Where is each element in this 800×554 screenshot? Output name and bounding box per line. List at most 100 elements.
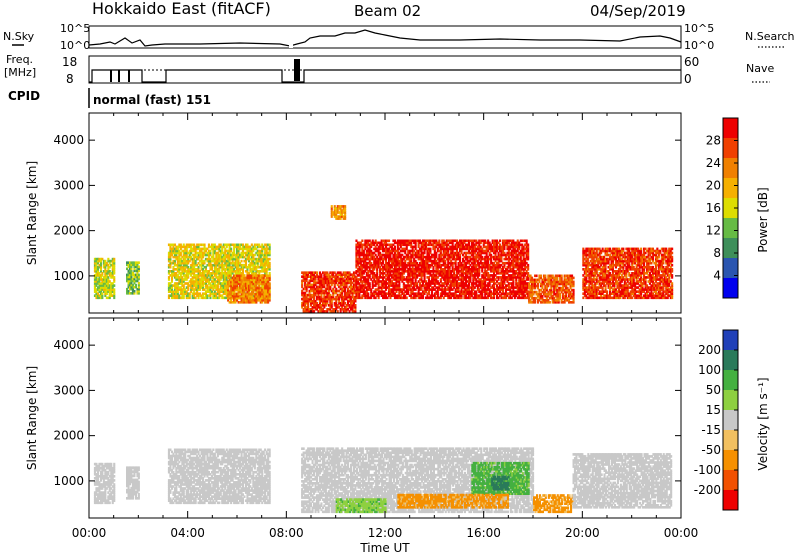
scatter-cell — [333, 285, 336, 289]
scatter-cell — [224, 290, 227, 293]
scatter-cell — [107, 278, 110, 281]
scatter-cell — [98, 272, 101, 275]
scatter-cell — [113, 296, 116, 300]
scatter-cell — [359, 274, 362, 277]
scatter-cell — [96, 261, 99, 265]
scatter-cell — [240, 299, 243, 302]
scatter-cell — [237, 251, 240, 255]
scatter-cell — [199, 282, 202, 285]
scatter-cell — [216, 296, 219, 300]
scatter-cell — [233, 294, 236, 298]
scatter-cell — [193, 270, 196, 273]
scatter-cell — [321, 281, 324, 285]
scatter-cell — [253, 263, 256, 267]
scatter-cell — [247, 247, 250, 251]
scatter-cell — [356, 280, 359, 283]
scatter-cell — [227, 294, 230, 298]
scatter-cell — [188, 270, 191, 273]
scatter-cell — [250, 301, 253, 304]
scatter-cell — [267, 299, 270, 302]
scatter-cell — [111, 259, 114, 263]
scatter-cell — [255, 259, 258, 263]
scatter-cell — [234, 261, 237, 265]
scatter-cell — [176, 286, 179, 289]
scatter-cell — [323, 273, 326, 276]
nave-tick-top: 60 — [684, 55, 699, 69]
scatter-cell — [104, 278, 107, 281]
scatter-cell — [352, 299, 355, 303]
scatter-cell — [173, 263, 176, 267]
scatter-cell — [169, 288, 172, 291]
scatter-cell — [314, 293, 317, 297]
scatter-cell — [172, 270, 175, 273]
scatter-cell — [227, 259, 230, 263]
scatter-cell — [202, 284, 205, 287]
scatter-cell — [218, 294, 221, 297]
scatter-cell — [262, 280, 265, 284]
scatter-cell — [204, 276, 207, 279]
scatter-cell — [355, 272, 358, 275]
scatter-cell — [167, 288, 170, 291]
scatter-cell — [218, 253, 221, 257]
scatter-cell — [113, 261, 116, 265]
scatter-cell — [326, 285, 329, 289]
scatter-cell — [317, 306, 320, 309]
scatter-cell — [193, 280, 196, 283]
scatter-cell — [206, 247, 209, 251]
scatter-cell — [261, 257, 264, 261]
scatter-cell — [108, 270, 111, 273]
scatter-cell — [204, 294, 207, 297]
scatter-cell — [206, 274, 209, 277]
scatter-cell — [318, 285, 321, 289]
scatter-cell — [207, 280, 210, 283]
scatter-cell — [249, 286, 252, 290]
scatter-cell — [219, 294, 222, 297]
scatter-cell — [99, 288, 102, 291]
scatter-cell — [250, 268, 253, 271]
scatter-cell — [215, 255, 218, 259]
scatter-cell — [355, 261, 358, 265]
scatter-cell — [244, 280, 247, 283]
scatter-cell — [326, 299, 329, 303]
freq-tick-bottom: 8 — [66, 72, 74, 86]
scatter-cell — [255, 272, 258, 275]
scatter-cell — [93, 280, 96, 283]
scatter-cell — [323, 281, 326, 285]
scatter-cell — [96, 286, 99, 289]
scatter-cell — [344, 310, 347, 313]
scatter-cell — [197, 296, 200, 300]
scatter-cell — [313, 287, 316, 291]
scatter-cell — [249, 265, 252, 269]
scatter-cell — [264, 257, 267, 261]
scatter-cell — [175, 251, 178, 255]
scatter-cell — [367, 288, 370, 291]
scatter-cell — [113, 292, 116, 295]
scatter-cell — [187, 268, 190, 271]
scatter-cell — [96, 274, 99, 277]
scatter-cell — [352, 310, 355, 313]
scatter-cell — [228, 251, 231, 255]
scatter-cell — [350, 277, 353, 281]
scatter-cell — [105, 288, 108, 291]
scatter-cell — [207, 255, 210, 259]
scatter-cell — [218, 265, 221, 269]
scatter-cell — [367, 249, 370, 253]
scatter-cell — [244, 282, 247, 286]
scatter-cell — [317, 287, 320, 291]
scatter-cell — [202, 261, 205, 265]
scatter-cell — [167, 265, 170, 269]
scatter-cell — [373, 284, 376, 287]
scatter-cell — [228, 245, 231, 249]
scatter-cell — [209, 296, 212, 300]
scatter-cell — [250, 299, 253, 302]
scatter-cell — [209, 261, 212, 265]
scatter-cell — [190, 282, 193, 285]
scatter-cell — [304, 279, 307, 283]
scatter-cell — [236, 255, 239, 259]
scatter-cell — [204, 280, 207, 283]
scatter-cell — [107, 282, 110, 285]
scatter-cell — [101, 296, 104, 300]
scatter-cell — [249, 294, 252, 298]
scatter-cell — [359, 263, 362, 267]
scatter-cell — [210, 274, 213, 277]
